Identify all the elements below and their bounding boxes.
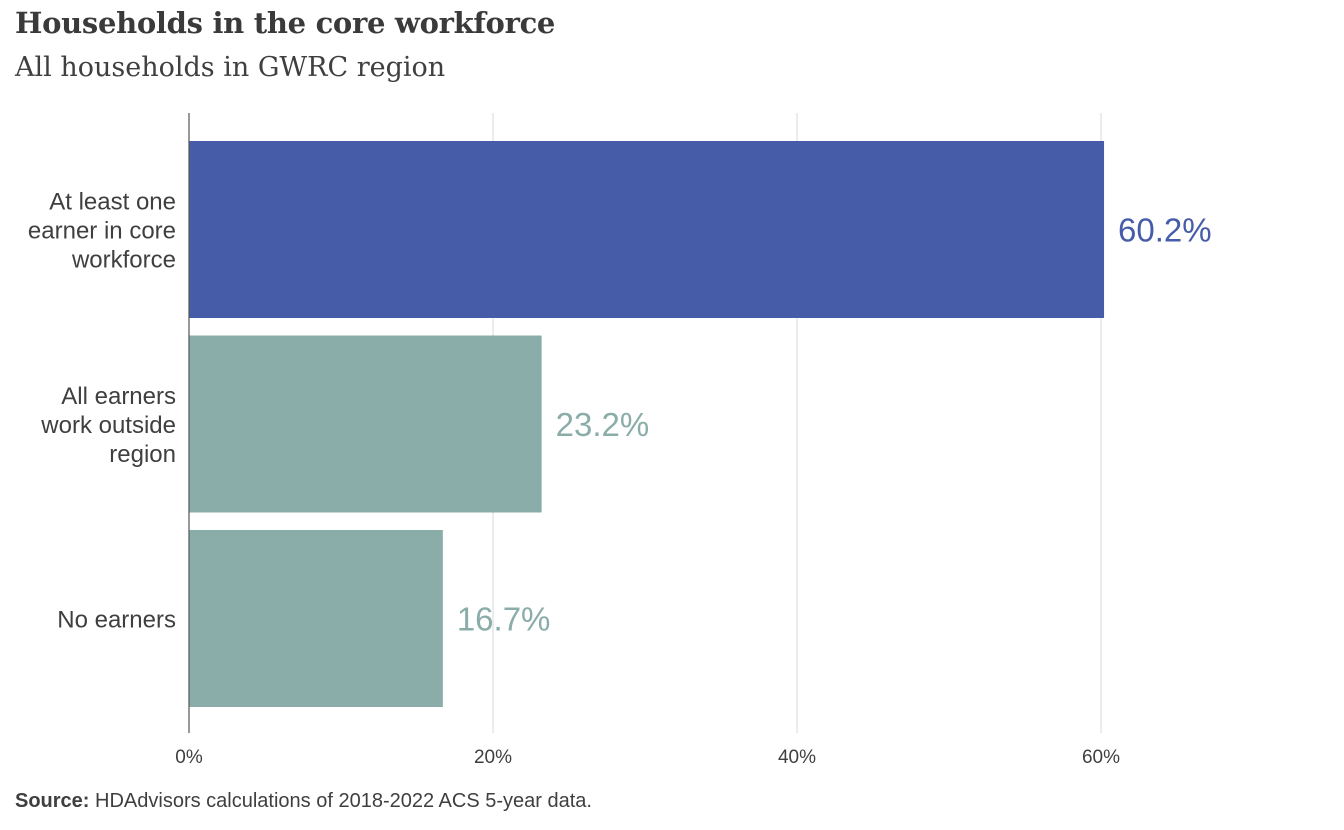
x-tick-label: 0% [175,747,203,768]
source-label: Source: [15,790,90,812]
x-tick-label: 20% [474,747,512,768]
bar [189,141,1105,318]
source-text: HDAdvisors calculations of 2018-2022 ACS… [95,790,592,812]
x-tick-label: 40% [778,747,816,768]
category-label: All earners work outside region [40,383,176,468]
category-label: No earners [57,607,176,634]
bars [189,141,1105,707]
value-labels: 60.2% 23.2% 16.7% [457,212,1212,638]
category-label-line: work outside [40,412,176,439]
category-label: At least one earner in core workforce [28,189,176,274]
category-label-line: No earners [57,607,176,634]
bar [189,530,443,707]
page-title: Households in the core workforce [15,6,556,40]
x-tick-labels: 0% 20% 40% 60% [175,747,1120,768]
x-tick-label: 60% [1082,747,1120,768]
category-label-line: workforce [71,247,176,274]
source-note: Source: HDAdvisors calculations of 2018-… [15,790,592,813]
category-label-line: earner in core [28,218,176,245]
value-label: 16.7% [457,601,551,638]
value-label: 60.2% [1118,212,1212,249]
category-label-line: region [109,441,176,468]
bar [189,335,542,513]
value-label: 23.2% [556,406,650,443]
page-subtitle: All households in GWRC region [15,52,446,83]
category-labels: At least one earner in core workforce All e… [28,189,176,634]
category-label-line: All earners [61,383,176,410]
category-label-line: At least one [49,189,176,216]
